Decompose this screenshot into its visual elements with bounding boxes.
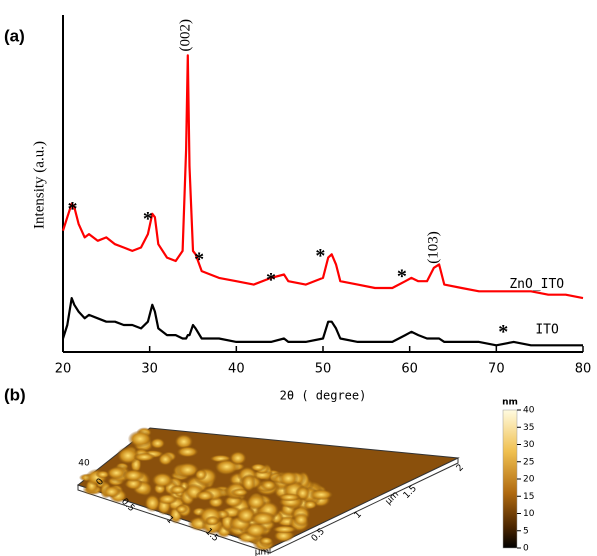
y-axis-label: Intensity (a.u.) xyxy=(31,141,47,229)
colorbar-tick-label: 5 xyxy=(523,526,529,536)
surface-grain xyxy=(309,489,334,500)
z-tick-label: 40 xyxy=(78,459,90,469)
surface-grain xyxy=(250,463,266,471)
x-tick-label: 50 xyxy=(315,362,332,377)
surface-grain xyxy=(158,453,173,466)
surface-grain xyxy=(169,485,187,495)
annotation: * xyxy=(397,265,407,287)
annotation: * xyxy=(68,198,78,220)
annotation: * xyxy=(143,208,153,230)
colorbar-tick-label: 10 xyxy=(523,509,535,519)
x-tick-label: 40 xyxy=(228,362,245,377)
annotation: (002) xyxy=(178,19,194,52)
surface-grain xyxy=(242,473,256,492)
axis-tick-label: 1 xyxy=(353,510,364,521)
annotation: * xyxy=(266,269,276,291)
surface-grain xyxy=(259,537,274,545)
x-axis-label: 2θ ( degree) xyxy=(280,389,367,403)
surface-grain xyxy=(250,511,276,525)
panel-label: (b) xyxy=(4,385,26,404)
surface-grain xyxy=(278,493,301,501)
axis-tick-label: 2 xyxy=(455,463,466,474)
axis-unit: µm xyxy=(255,548,270,556)
surface-grain xyxy=(128,430,153,447)
surface-grain xyxy=(196,490,215,501)
colorbar-tick-label: 35 xyxy=(523,423,534,433)
surface-grain xyxy=(278,471,298,486)
surface-grain xyxy=(144,494,161,513)
annotation: * xyxy=(315,245,325,267)
colorbar-tick-label: 25 xyxy=(523,457,534,467)
surface-grain xyxy=(272,525,298,533)
figure: (a) (b) 203040506070802θ ( degree)Intens… xyxy=(0,0,597,556)
x-tick-label: 20 xyxy=(55,362,72,377)
surface-grain xyxy=(176,446,199,458)
colorbar-tick-label: 20 xyxy=(523,475,535,485)
surface-grain xyxy=(151,472,174,488)
x-tick-label: 60 xyxy=(401,362,418,377)
x-tick-label: 70 xyxy=(488,362,505,377)
series-label: ITO xyxy=(535,323,559,338)
surface-grain xyxy=(293,513,309,527)
panel-label: (a) xyxy=(4,26,25,45)
surface-grain xyxy=(102,485,121,498)
surface-grain xyxy=(229,451,247,466)
colorbar-tick-label: 15 xyxy=(523,492,534,502)
afm-image xyxy=(78,427,458,553)
annotation: * xyxy=(194,249,204,271)
surface-grain xyxy=(123,469,145,482)
annotation: (103) xyxy=(425,231,441,264)
surface-grain xyxy=(195,469,208,480)
colorbar-tick-label: 30 xyxy=(523,440,535,450)
surface-grain xyxy=(205,516,219,526)
surface-grain xyxy=(133,453,155,462)
colorbar xyxy=(503,410,517,548)
colorbar-tick-label: 40 xyxy=(523,406,535,416)
colorbar-tick-label: 0 xyxy=(523,544,529,554)
x-tick-label: 30 xyxy=(141,362,158,377)
series-label: ZnO_ITO xyxy=(509,277,564,292)
surface-grain xyxy=(175,505,188,514)
x-tick-label: 80 xyxy=(575,362,592,377)
surface-grain xyxy=(157,494,177,505)
colorbar-unit: nm xyxy=(502,398,518,408)
annotation: * xyxy=(498,321,508,343)
